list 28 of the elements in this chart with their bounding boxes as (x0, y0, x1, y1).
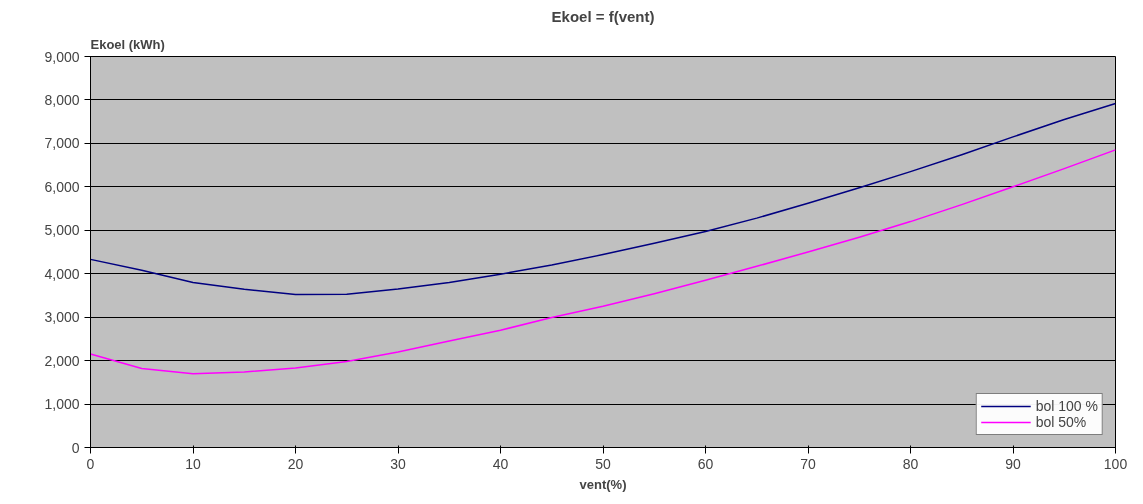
x-tick-label: 60 (697, 455, 714, 472)
x-tick-label: 70 (800, 455, 816, 472)
y-axis-title: Ekoel (kWh) (90, 36, 165, 52)
x-tick-label: 20 (287, 455, 304, 472)
x-tick-label: 40 (492, 455, 509, 472)
y-tick-label: 3,000 (44, 309, 80, 326)
y-tick-label: 7,000 (44, 135, 80, 152)
y-tick-label: 6,000 (44, 178, 80, 195)
y-tick-label: 5,000 (44, 222, 80, 239)
x-tick-label: 50 (595, 455, 611, 472)
legend-label: bol 100 % (1035, 398, 1098, 414)
y-tick-label: 8,000 (44, 91, 80, 108)
y-tick-label: 2,000 (44, 352, 80, 369)
x-tick-label: 80 (902, 455, 919, 472)
y-tick-label: 9,000 (44, 48, 80, 65)
x-tick-label: 0 (86, 455, 95, 472)
line-series (90, 149, 1116, 375)
y-tick-label: 1,000 (44, 396, 80, 413)
line-series (90, 102, 1116, 296)
chart-title: Ekoel = f(vent) (551, 7, 655, 25)
x-axis-title: vent(%) (579, 476, 627, 492)
x-tick-label: 100 (1103, 455, 1128, 472)
x-tick-label: 10 (185, 455, 201, 472)
y-tick-label: 4,000 (44, 265, 80, 282)
x-tick-label: 30 (390, 455, 406, 472)
y-tick-label: 0 (71, 439, 80, 456)
x-tick-label: 90 (1005, 455, 1021, 472)
legend-label: bol 50% (1035, 414, 1087, 430)
